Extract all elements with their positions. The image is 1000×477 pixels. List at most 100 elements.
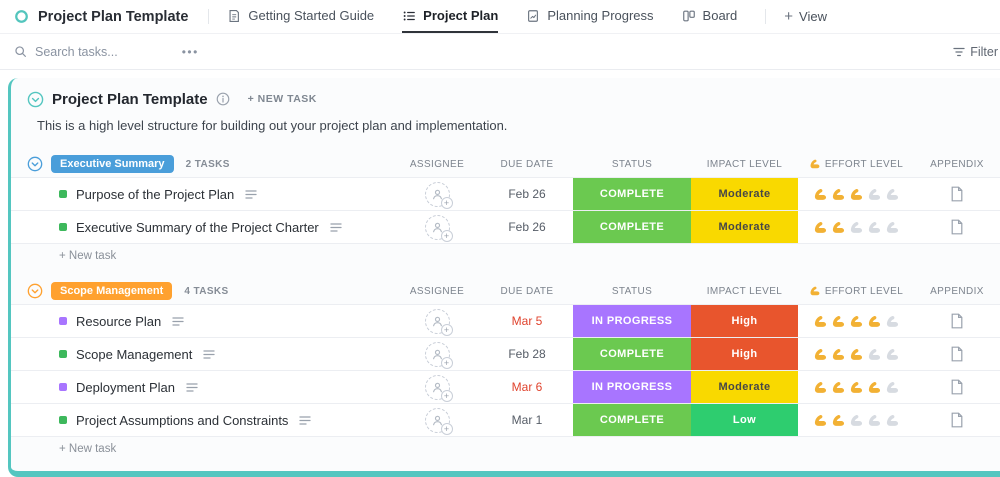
column-header-status[interactable]: STATUS [611, 158, 653, 170]
task-status-bullet[interactable] [59, 350, 67, 358]
effort-level-cell[interactable] [798, 178, 914, 210]
effort-level-cell[interactable] [798, 338, 914, 370]
column-header-effort-level[interactable]: EFFORT LEVEL [798, 158, 914, 170]
effort-level-cell[interactable] [798, 404, 914, 436]
add-assignee-button[interactable]: + [424, 407, 453, 435]
search-input[interactable]: Search tasks... [14, 45, 118, 59]
add-assignee-button[interactable]: + [424, 181, 453, 209]
due-date[interactable]: Mar 1 [511, 413, 543, 427]
status-value[interactable]: COMPLETE [573, 178, 691, 210]
description-lines-icon[interactable] [172, 316, 184, 327]
status-value[interactable]: IN PROGRESS [573, 305, 691, 337]
impact-level-cell: High [691, 338, 798, 370]
task-groups: Executive Summary 2 TASKS ASSIGNEE DUE D… [11, 151, 1000, 461]
task-title[interactable]: Purpose of the Project Plan [76, 186, 235, 202]
column-header-assignee[interactable]: ASSIGNEE [409, 158, 465, 170]
tab-board[interactable]: Board [682, 0, 737, 33]
appendix-doc-icon[interactable] [950, 313, 964, 329]
add-assignee-button[interactable]: + [424, 374, 453, 402]
due-date[interactable]: Feb 28 [508, 347, 546, 361]
tab-label: Getting Started Guide [248, 8, 375, 23]
effort-level-cell[interactable] [798, 371, 914, 403]
impact-level-value[interactable]: High [691, 305, 798, 337]
filter-button[interactable]: Filter [953, 34, 998, 69]
description-lines-icon[interactable] [203, 349, 216, 360]
search-more-button[interactable]: ••• [181, 44, 199, 59]
column-header-effort-level[interactable]: EFFORT LEVEL [798, 285, 914, 297]
appendix-doc-icon[interactable] [950, 412, 964, 428]
group-name-badge[interactable]: Executive Summary [51, 155, 174, 173]
task-group: Executive Summary 2 TASKS ASSIGNEE DUE D… [11, 151, 1000, 268]
status-value[interactable]: COMPLETE [573, 404, 691, 436]
group-name-badge[interactable]: Scope Management [51, 282, 173, 300]
column-header-due-date[interactable]: DUE DATE [500, 285, 554, 297]
column-header-appendix[interactable]: APPENDIX [930, 158, 984, 170]
add-assignee-button[interactable]: + [424, 341, 453, 369]
effort-arm-icon [813, 380, 828, 395]
effort-arm-icon [849, 314, 864, 329]
due-date[interactable]: Mar 5 [511, 314, 543, 328]
impact-level-value[interactable]: Low [691, 404, 798, 436]
appendix-doc-icon[interactable] [950, 219, 964, 235]
new-task-header-button[interactable]: + NEW TASK [247, 93, 317, 105]
due-date[interactable]: Mar 6 [511, 380, 543, 394]
task-title[interactable]: Scope Management [76, 346, 193, 362]
add-assignee-button[interactable]: + [424, 308, 453, 336]
column-header-impact-level[interactable]: IMPACT LEVEL [706, 158, 783, 170]
column-header-impact-level[interactable]: IMPACT LEVEL [706, 285, 783, 297]
new-task-button[interactable]: + New task [59, 443, 117, 455]
task-status-bullet[interactable] [59, 416, 67, 424]
new-task-button[interactable]: + New task [59, 250, 117, 262]
column-header-status[interactable]: STATUS [611, 285, 653, 297]
tab-planning-progress[interactable]: Planning Progress [526, 0, 654, 33]
task-status-bullet[interactable] [59, 223, 67, 231]
due-date[interactable]: Feb 26 [508, 187, 546, 201]
column-header-due-date[interactable]: DUE DATE [500, 158, 554, 170]
group-chevron-down-icon[interactable] [27, 156, 43, 172]
appendix-doc-icon[interactable] [950, 379, 964, 395]
description-lines-icon[interactable] [330, 222, 342, 233]
plus-icon: + [784, 8, 794, 25]
effort-level-cell[interactable] [798, 305, 914, 337]
task-row: Purpose of the Project Plan + Feb 26 COM… [11, 178, 1000, 211]
due-date[interactable]: Feb 26 [508, 220, 546, 234]
group-chevron-down-icon[interactable] [27, 283, 43, 299]
appendix-doc-icon[interactable] [950, 346, 964, 362]
column-header-appendix[interactable]: APPENDIX [930, 285, 984, 297]
person-icon [431, 315, 444, 328]
add-view-button[interactable]: + View [784, 0, 827, 33]
impact-level-value[interactable]: Moderate [691, 178, 798, 210]
task-status-bullet[interactable] [59, 383, 67, 391]
status-value[interactable]: COMPLETE [573, 338, 691, 370]
add-assignee-button[interactable]: + [424, 214, 453, 242]
search-icon [14, 45, 27, 58]
tab-project-plan[interactable]: Project Plan [402, 0, 499, 33]
effort-level-cell[interactable] [798, 211, 914, 243]
status-value[interactable]: COMPLETE [573, 211, 691, 243]
description-lines-icon[interactable] [186, 382, 198, 393]
task-title[interactable]: Resource Plan [76, 313, 162, 329]
impact-level-value[interactable]: Moderate [691, 211, 798, 243]
task-title[interactable]: Project Assumptions and Constraints [76, 412, 289, 428]
column-header-assignee[interactable]: ASSIGNEE [409, 285, 465, 297]
appendix-doc-icon[interactable] [950, 186, 964, 202]
task-name-cell: Purpose of the Project Plan [11, 178, 393, 210]
task-status-bullet[interactable] [59, 190, 67, 198]
description-lines-icon[interactable] [245, 189, 257, 200]
effort-arm-icon [849, 413, 864, 428]
tab-label: Project Plan [423, 8, 499, 23]
effort-arm-icon [885, 413, 900, 428]
chevron-down-icon[interactable] [27, 91, 44, 108]
list-view-icon [14, 9, 29, 24]
task-status-bullet[interactable] [59, 317, 67, 325]
task-title[interactable]: Executive Summary of the Project Charter [76, 219, 319, 235]
status-value[interactable]: IN PROGRESS [573, 371, 691, 403]
due-date-cell: Mar 5 [481, 305, 573, 337]
impact-level-value[interactable]: Moderate [691, 371, 798, 403]
task-title[interactable]: Deployment Plan [76, 379, 175, 395]
description-lines-icon[interactable] [299, 415, 312, 426]
info-icon[interactable] [216, 92, 230, 106]
impact-level-value[interactable]: High [691, 338, 798, 370]
status-cell: IN PROGRESS [573, 371, 691, 403]
tab-getting-started-guide[interactable]: Getting Started Guide [227, 0, 374, 33]
